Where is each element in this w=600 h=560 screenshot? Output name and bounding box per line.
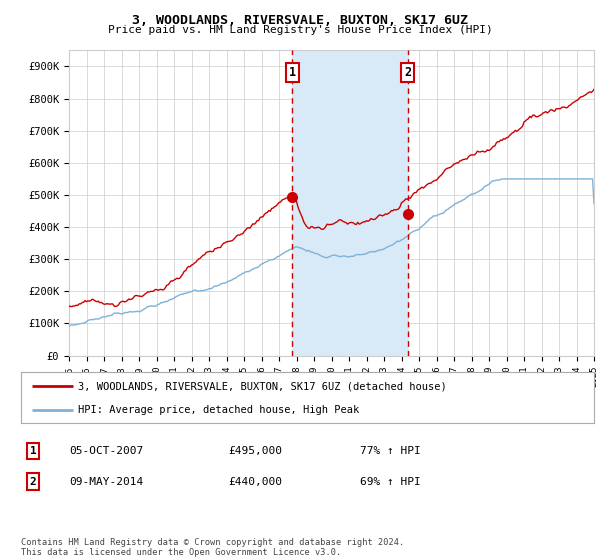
- Text: 05-OCT-2007: 05-OCT-2007: [69, 446, 143, 456]
- Text: Contains HM Land Registry data © Crown copyright and database right 2024.
This d: Contains HM Land Registry data © Crown c…: [21, 538, 404, 557]
- Text: 2: 2: [404, 67, 412, 80]
- Bar: [292, 50, 408, 356]
- Text: 09-MAY-2014: 09-MAY-2014: [69, 477, 143, 487]
- Text: 2: 2: [29, 477, 37, 487]
- Text: 69% ↑ HPI: 69% ↑ HPI: [360, 477, 421, 487]
- Text: £495,000: £495,000: [228, 446, 282, 456]
- Text: 1: 1: [29, 446, 37, 456]
- Text: 77% ↑ HPI: 77% ↑ HPI: [360, 446, 421, 456]
- Text: 1: 1: [289, 67, 296, 80]
- Text: £440,000: £440,000: [228, 477, 282, 487]
- Text: HPI: Average price, detached house, High Peak: HPI: Average price, detached house, High…: [79, 405, 359, 415]
- Text: Price paid vs. HM Land Registry's House Price Index (HPI): Price paid vs. HM Land Registry's House …: [107, 25, 493, 35]
- Text: 3, WOODLANDS, RIVERSVALE, BUXTON, SK17 6UZ (detached house): 3, WOODLANDS, RIVERSVALE, BUXTON, SK17 6…: [79, 381, 447, 391]
- Text: 3, WOODLANDS, RIVERSVALE, BUXTON, SK17 6UZ: 3, WOODLANDS, RIVERSVALE, BUXTON, SK17 6…: [132, 14, 468, 27]
